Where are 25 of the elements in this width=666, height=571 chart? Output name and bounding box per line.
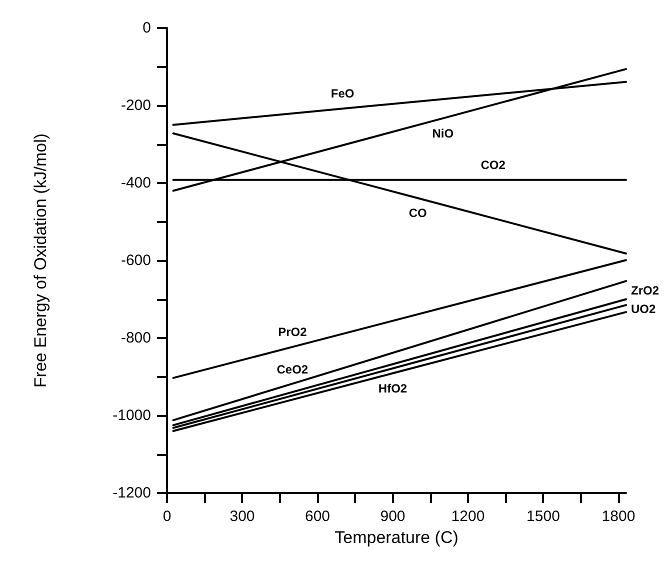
series-label: CO	[408, 206, 427, 220]
y-tick-label: -600	[120, 252, 151, 269]
x-tick-label: 1500	[526, 508, 560, 525]
y-tick-label: -200	[120, 97, 151, 114]
y-tick-label: -1000	[112, 407, 151, 424]
series-label: NiO	[432, 126, 454, 140]
x-tick-label: 300	[230, 508, 255, 525]
series-label: HfO2	[378, 381, 408, 396]
x-tick-label: 1800	[602, 508, 636, 525]
x-tick-label: 0	[162, 508, 172, 525]
series-label: CO2	[480, 158, 506, 172]
series-label: CeO2	[276, 362, 308, 377]
x-axis-title: Temperature (C)	[334, 528, 458, 547]
y-axis-title: Free Energy of Oxidation (kJ/mol)	[31, 133, 50, 388]
series-label: ZrO2	[631, 283, 660, 298]
x-tick-label: 1200	[451, 508, 485, 525]
y-tick-label: 0	[142, 20, 151, 36]
series-label: UO2	[631, 302, 656, 316]
x-tick-label: 600	[304, 508, 330, 525]
y-tick-label: -800	[120, 330, 151, 346]
y-tick-label: -400	[120, 174, 151, 192]
x-tick-label: 900	[380, 508, 406, 525]
y-tick-label: -1200	[112, 484, 151, 502]
series-label: PrO2	[278, 324, 308, 339]
series-label: FeO	[330, 86, 354, 101]
